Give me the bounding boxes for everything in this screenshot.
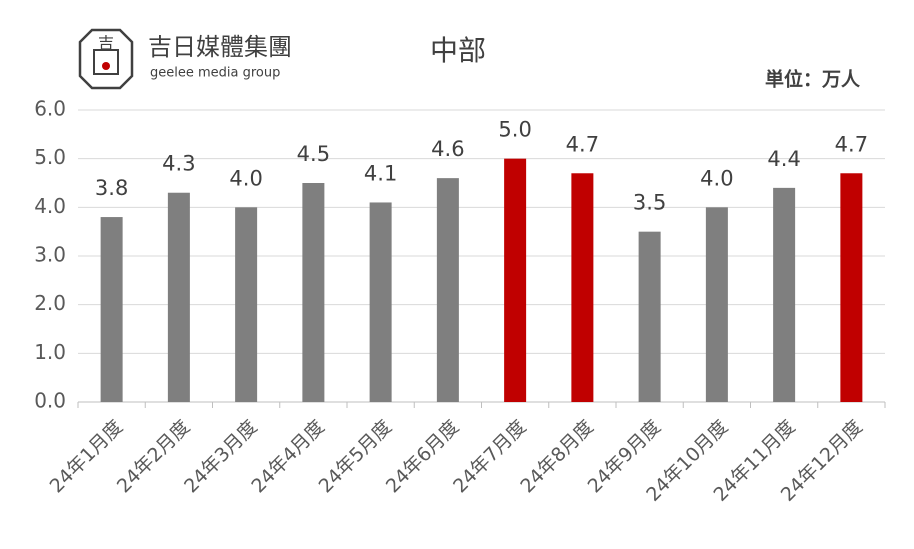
bar bbox=[235, 207, 258, 402]
logo: 吉 吉日媒體集團 geelee media group bbox=[78, 28, 292, 90]
logo-frame bbox=[78, 28, 134, 90]
value-label: 4.1 bbox=[364, 161, 397, 185]
bar bbox=[436, 178, 459, 402]
y-tick-label: 1.0 bbox=[34, 340, 66, 364]
bar bbox=[167, 192, 190, 402]
y-tick-label: 5.0 bbox=[34, 145, 66, 169]
y-tick-label: 6.0 bbox=[34, 97, 66, 121]
value-label: 4.0 bbox=[700, 166, 733, 190]
value-label: 5.0 bbox=[498, 118, 531, 142]
y-tick-label: 4.0 bbox=[34, 194, 66, 218]
logo-dot bbox=[102, 62, 110, 70]
value-label: 3.5 bbox=[633, 191, 666, 215]
bar bbox=[100, 217, 123, 402]
bar bbox=[302, 183, 325, 402]
y-tick-label: 3.0 bbox=[34, 243, 66, 267]
logo-mark: 吉 bbox=[98, 34, 114, 53]
chart-title: 中部 bbox=[430, 34, 486, 67]
bar bbox=[773, 187, 796, 402]
value-label: 4.6 bbox=[431, 137, 464, 161]
value-label: 4.7 bbox=[566, 132, 599, 156]
bar bbox=[638, 231, 661, 402]
value-label: 4.4 bbox=[767, 147, 800, 171]
logo-tagline: geelee media group bbox=[150, 66, 280, 81]
unit-label: 単位：万人 bbox=[765, 68, 861, 91]
value-label: 4.7 bbox=[835, 132, 868, 156]
bar bbox=[571, 173, 594, 402]
value-label: 4.3 bbox=[162, 152, 195, 176]
y-tick-label: 2.0 bbox=[34, 291, 66, 315]
bar bbox=[705, 207, 728, 402]
logo-box bbox=[93, 49, 119, 75]
value-label: 4.5 bbox=[297, 142, 330, 166]
logo-name: 吉日媒體集團 bbox=[148, 33, 292, 61]
bar bbox=[504, 158, 527, 402]
value-label: 3.8 bbox=[95, 176, 128, 200]
bar bbox=[840, 173, 863, 402]
bar bbox=[369, 202, 392, 402]
value-label: 4.0 bbox=[229, 166, 262, 190]
y-tick-label: 0.0 bbox=[34, 389, 66, 413]
